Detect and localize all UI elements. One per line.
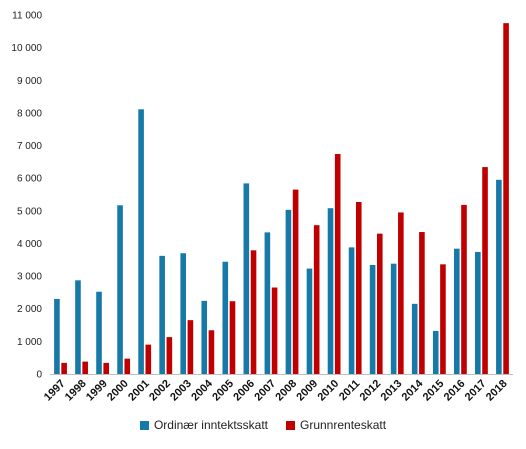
x-tick-label-2004: 2004 (189, 377, 215, 403)
bar-grunnrente-2016 (461, 204, 467, 374)
bar-ordinaer-2005 (222, 261, 229, 374)
x-tick-label-2010: 2010 (315, 378, 341, 404)
bar-grunnrente-2014 (419, 232, 425, 374)
y-tick-label: 4 000 (17, 239, 42, 250)
bar-ordinaer-2015 (432, 330, 439, 374)
x-tick-label-2016: 2016 (442, 378, 468, 404)
bar-grunnrente-2013 (398, 212, 404, 374)
bar-grunnrente-2000 (124, 358, 131, 374)
x-tick-label-2012: 2012 (358, 378, 384, 404)
bar-grunnrente-2008 (292, 189, 299, 374)
y-tick-label: 7 000 (17, 141, 42, 152)
bar-grunnrente-2003 (187, 320, 194, 374)
y-tick-label: 10 000 (11, 43, 42, 54)
x-tick-label-2017: 2017 (463, 378, 489, 404)
bars (54, 23, 509, 374)
x-tick-label-2013: 2013 (379, 378, 405, 404)
bar-ordinaer-2010 (327, 208, 334, 374)
y-axis: 0 1 000 2 000 3 000 4 000 5 000 6 000 7 000 8 00… (11, 11, 42, 381)
bar-ordinaer-1999 (96, 291, 102, 374)
x-tick-label-2008: 2008 (273, 378, 299, 404)
bar-grunnrente-2002 (166, 337, 173, 374)
bar-ordinaer-2003 (180, 253, 186, 374)
x-tick-label-2001: 2001 (126, 378, 152, 404)
x-tick-label-2007: 2007 (252, 378, 278, 404)
bar-ordinaer-2007 (264, 232, 271, 374)
bar-grunnrente-2004 (208, 330, 215, 374)
y-tick-label: 0 (36, 370, 42, 381)
bar-ordinaer-2016 (453, 248, 460, 374)
bar-ordinaer-2009 (306, 268, 313, 374)
bar-ordinaer-2006 (243, 183, 250, 374)
bar-ordinaer-2017 (475, 251, 481, 374)
bar-ordinaer-2002 (159, 255, 165, 374)
bar-grunnrente-1998 (82, 361, 88, 374)
x-tick-label-1997: 1997 (42, 378, 68, 404)
y-tick-label: 5 000 (17, 206, 42, 217)
y-tick-label: 8 000 (17, 108, 42, 119)
bar-grunnrente-2007 (271, 287, 278, 374)
x-tick-label-2018: 2018 (484, 378, 510, 404)
y-tick-label: 3 000 (17, 272, 42, 283)
legend-label-grunnrente: Grunnrenteskatt (300, 418, 387, 432)
bar-ordinaer-2001 (138, 109, 144, 374)
legend-swatch-grunnrente (286, 420, 295, 430)
x-tick-label-2015: 2015 (421, 378, 447, 404)
bar-ordinaer-1998 (75, 280, 81, 374)
bar-grunnrente-2011 (355, 202, 362, 374)
legend-item-ordinaer: Ordinær inntektsskatt (139, 418, 268, 432)
legend-swatch-ordinaer (139, 420, 149, 430)
bar-grunnrente-2009 (313, 225, 320, 374)
y-tick-label: 9 000 (17, 76, 42, 87)
bar-grunnrente-2012 (377, 233, 383, 374)
bar-ordinaer-2012 (369, 264, 376, 374)
x-tick-label-1998: 1998 (63, 378, 89, 404)
y-tick-label: 6 000 (17, 174, 42, 185)
bar-grunnrente-1999 (103, 362, 110, 374)
bar-ordinaer-2008 (285, 209, 292, 374)
x-tick-label-2014: 2014 (400, 377, 426, 403)
y-tick-label: 2 000 (17, 304, 42, 315)
y-tick-label: 1 000 (17, 337, 42, 348)
bar-grunnrente-1997 (61, 362, 67, 374)
bar-grunnrente-2001 (145, 344, 152, 374)
x-tick-label-2003: 2003 (168, 378, 194, 404)
x-tick-label-2005: 2005 (210, 378, 236, 404)
x-axis: 1997199819992000200120022003200420052006… (42, 374, 513, 404)
x-tick-label-1999: 1999 (84, 378, 110, 404)
x-tick-label-2006: 2006 (231, 378, 257, 404)
y-tick-label: 11 000 (12, 11, 42, 22)
bar-ordinaer-2013 (390, 263, 397, 374)
bar-ordinaer-2018 (496, 179, 502, 374)
bar-ordinaer-2014 (411, 303, 418, 374)
bar-ordinaer-1997 (54, 298, 60, 374)
bar-grunnrente-2005 (229, 301, 236, 374)
bar-grunnrente-2006 (250, 250, 257, 374)
bar-grunnrente-2015 (440, 264, 446, 374)
legend: Ordinær inntektsskatt Grunnrenteskatt (0, 415, 526, 435)
bar-ordinaer-2004 (201, 300, 208, 374)
x-tick-label-2000: 2000 (105, 378, 131, 404)
x-tick-label-2009: 2009 (294, 378, 320, 404)
legend-label-ordinaer: Ordinær inntektsskatt (153, 418, 268, 432)
legend-item-grunnrente: Grunnrenteskatt (286, 418, 386, 432)
bar-grunnrente-2017 (482, 167, 488, 374)
bar-grunnrente-2010 (334, 154, 341, 374)
x-tick-label-2002: 2002 (147, 378, 173, 404)
bar-grunnrente-2018 (503, 23, 509, 374)
bar-ordinaer-2011 (348, 247, 355, 374)
bar-ordinaer-2000 (117, 205, 123, 374)
x-tick-label-2011: 2011 (337, 378, 362, 403)
